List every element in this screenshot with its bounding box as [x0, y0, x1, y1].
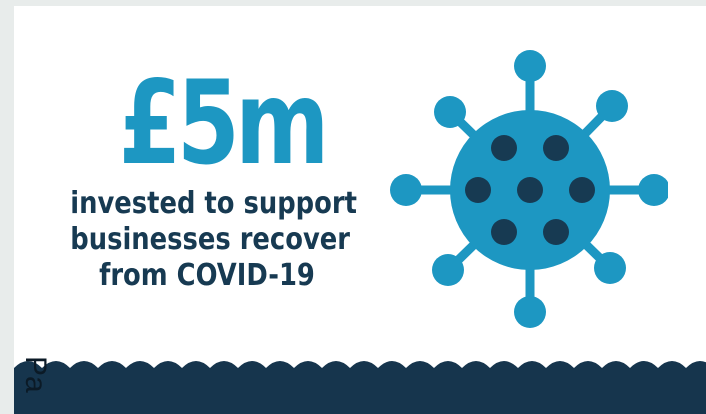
- caption: invested to support businesses recover f…: [70, 186, 357, 294]
- caption-line-3: from COVID-19: [99, 258, 315, 293]
- caption-line-1: invested to support: [70, 186, 357, 221]
- side-label-text: Pa: [19, 356, 52, 393]
- amount-figure: £5m: [118, 56, 330, 191]
- virus-icon: [390, 50, 668, 328]
- side-label: Pa: [18, 356, 58, 414]
- caption-line-2: businesses recover: [70, 222, 351, 257]
- scalloped-footer-band: [14, 361, 706, 414]
